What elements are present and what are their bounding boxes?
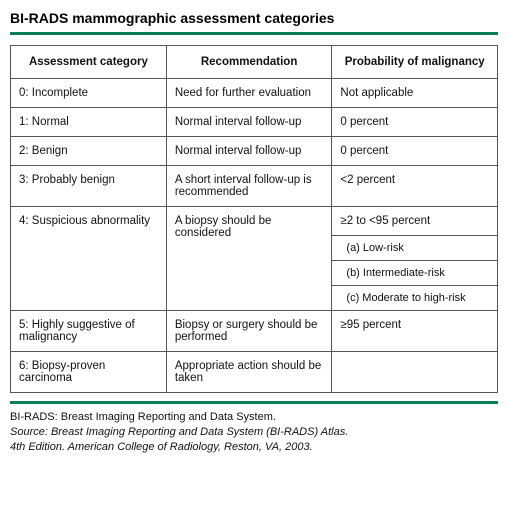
cell-probability-sub: (c) Moderate to high-risk (332, 286, 498, 311)
cell-category: 6: Biopsy-proven carcinoma (11, 352, 167, 393)
cell-category: 4: Suspicious abnormality (11, 207, 167, 311)
cell-category: 2: Benign (11, 137, 167, 166)
cell-probability: 0 percent (332, 108, 498, 137)
footer-source-2: 4th Edition. American College of Radiolo… (10, 440, 498, 455)
cell-probability: Not applicable (332, 79, 498, 108)
cell-recommendation: Normal interval follow-up (166, 137, 332, 166)
cell-recommendation: Appropriate action should be taken (166, 352, 332, 393)
cell-probability (332, 352, 498, 393)
cell-category: 1: Normal (11, 108, 167, 137)
table-row: 2: Benign Normal interval follow-up 0 pe… (11, 137, 498, 166)
footer-source-1: Source: Breast Imaging Reporting and Dat… (10, 425, 498, 440)
page-title: BI-RADS mammographic assessment categori… (10, 10, 498, 35)
col-header-probability: Probability of malignancy (332, 46, 498, 79)
cell-recommendation: Need for further evaluation (166, 79, 332, 108)
cell-probability: ≥95 percent (332, 311, 498, 352)
cell-probability-sub: (b) Intermediate-risk (332, 261, 498, 286)
cell-probability: 0 percent (332, 137, 498, 166)
birads-table: Assessment category Recommendation Proba… (10, 45, 498, 393)
cell-probability: ≥2 to <95 percent (332, 207, 498, 236)
table-row: 3: Probably benign A short interval foll… (11, 166, 498, 207)
table-row: 6: Biopsy-proven carcinoma Appropriate a… (11, 352, 498, 393)
cell-recommendation: Normal interval follow-up (166, 108, 332, 137)
table-row: 5: Highly suggestive of malignancy Biops… (11, 311, 498, 352)
cell-probability: <2 percent (332, 166, 498, 207)
col-header-category: Assessment category (11, 46, 167, 79)
table-header-row: Assessment category Recommendation Proba… (11, 46, 498, 79)
table-row: 4: Suspicious abnormality A biopsy shoul… (11, 207, 498, 236)
cell-category: 3: Probably benign (11, 166, 167, 207)
cell-recommendation: A biopsy should be considered (166, 207, 332, 311)
table-row: 0: Incomplete Need for further evaluatio… (11, 79, 498, 108)
cell-recommendation: Biopsy or surgery should be performed (166, 311, 332, 352)
col-header-recommendation: Recommendation (166, 46, 332, 79)
cell-category: 0: Incomplete (11, 79, 167, 108)
cell-recommendation: A short interval follow-up is recommende… (166, 166, 332, 207)
footer-abbr: BI-RADS: Breast Imaging Reporting and Da… (10, 410, 498, 425)
cell-probability-sub: (a) Low-risk (332, 236, 498, 261)
table-row: 1: Normal Normal interval follow-up 0 pe… (11, 108, 498, 137)
footer: BI-RADS: Breast Imaging Reporting and Da… (10, 401, 498, 455)
cell-category: 5: Highly suggestive of malignancy (11, 311, 167, 352)
